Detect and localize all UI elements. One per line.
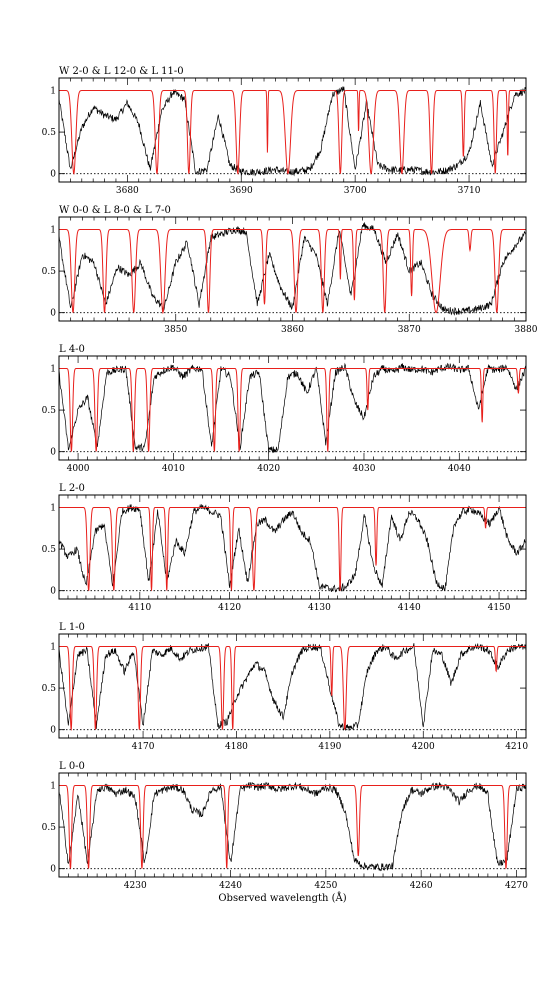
model-fit — [59, 89, 526, 175]
x-tick-label: 3700 — [344, 186, 367, 196]
panel-title: L 0-0 — [59, 761, 85, 772]
x-tick-label: 4140 — [398, 603, 421, 613]
x-tick-label: 4110 — [128, 603, 151, 613]
y-tick-label: 0.5 — [42, 823, 57, 833]
x-tick-label: 3680 — [116, 186, 139, 196]
y-tick-label: 0 — [50, 726, 56, 736]
plot-frame — [58, 77, 527, 183]
panel-3: L 4-0 0 0.5 1 4000 4010 4020 4030 4040 — [42, 344, 527, 474]
y-tick-label: 0.5 — [42, 545, 57, 555]
y-tick-label: 1 — [50, 503, 56, 513]
y-tick-label: 1 — [50, 364, 56, 374]
y-tick-label: 0 — [50, 865, 56, 875]
y-tick-label: 0 — [50, 309, 56, 319]
model-fit — [59, 367, 526, 453]
panel-title: L 4-0 — [59, 344, 85, 355]
observed-spectrum — [58, 362, 527, 454]
panel-title: L 2-0 — [59, 483, 85, 494]
y-tick-label: 0 — [50, 587, 56, 597]
x-tick-label: 3860 — [281, 325, 304, 335]
plot-frame — [58, 355, 527, 461]
x-tick-label: 4170 — [132, 742, 155, 752]
observed-spectrum — [58, 643, 527, 731]
model-fit — [59, 784, 526, 870]
plot-frame — [58, 216, 527, 322]
y-tick-label: 1 — [50, 781, 56, 791]
x-tick-label: 4230 — [124, 881, 147, 891]
x-tick-label: 4270 — [505, 881, 528, 891]
panel-2: W 0-0 & L 8-0 & L 7-0 0 0.5 1 3850 3860 3870 38… — [42, 205, 538, 335]
x-tick-label: 4020 — [257, 464, 280, 474]
x-tick-label: 4190 — [318, 742, 341, 752]
model-fit — [59, 228, 526, 315]
x-tick-label: 3870 — [398, 325, 421, 335]
plot-frame — [58, 494, 527, 600]
x-tick-label: 4120 — [218, 603, 241, 613]
x-tick-label: 4040 — [448, 464, 471, 474]
x-tick-label: 4150 — [488, 603, 511, 613]
x-tick-label: 4250 — [314, 881, 337, 891]
observed-spectrum — [58, 503, 527, 593]
x-tick-label: 4000 — [67, 464, 90, 474]
x-tick-label: 4010 — [162, 464, 185, 474]
y-tick-label: 1 — [50, 642, 56, 652]
y-tick-label: 0 — [50, 170, 56, 180]
x-tick-label: 3850 — [164, 325, 187, 335]
y-tick-label: 0.5 — [42, 128, 57, 138]
x-tick-label: 3880 — [515, 325, 538, 335]
x-tick-label: 3710 — [458, 186, 481, 196]
panel-5: L 1-0 0 0.5 1 4170 4180 4190 4200 4210 — [42, 622, 529, 752]
x-tick-label: 3690 — [230, 186, 253, 196]
x-tick-label: 4200 — [412, 742, 435, 752]
plot-frame — [58, 633, 527, 739]
y-tick-label: 0 — [50, 448, 56, 458]
y-tick-label: 0.5 — [42, 267, 57, 277]
x-tick-label: 4130 — [308, 603, 331, 613]
panel-1: W 2-0 & L 12-0 & L 11-0 0 0.5 1 3680 3690 3700… — [42, 66, 527, 196]
x-tick-label: 4030 — [353, 464, 376, 474]
x-tick-label: 4210 — [505, 742, 528, 752]
panel-title: W 2-0 & L 12-0 & L 11-0 — [59, 66, 184, 77]
model-fit — [59, 645, 526, 731]
panel-6: L 0-0 0 0.5 1 4230 4240 4250 4260 4270 Observed w… — [42, 761, 529, 904]
y-tick-label: 1 — [50, 225, 56, 235]
panel-title: L 1-0 — [59, 622, 85, 633]
model-fit — [59, 506, 526, 592]
y-tick-label: 1 — [50, 86, 56, 96]
observed-spectrum — [58, 86, 527, 177]
x-tick-label: 4260 — [410, 881, 433, 891]
x-axis-label: Observed wavelength (Å) — [218, 892, 346, 904]
y-tick-label: 0.5 — [42, 406, 57, 416]
panel-title: W 0-0 & L 8-0 & L 7-0 — [59, 205, 171, 216]
x-tick-label: 4180 — [225, 742, 248, 752]
plot-frame — [58, 772, 527, 878]
observed-spectrum — [58, 222, 527, 316]
observed-spectrum — [58, 781, 527, 872]
y-tick-label: 0.5 — [42, 684, 57, 694]
panel-4: L 2-0 0 0.5 1 4110 4120 4130 4140 4150 — [42, 483, 527, 613]
x-tick-label: 4240 — [219, 881, 242, 891]
